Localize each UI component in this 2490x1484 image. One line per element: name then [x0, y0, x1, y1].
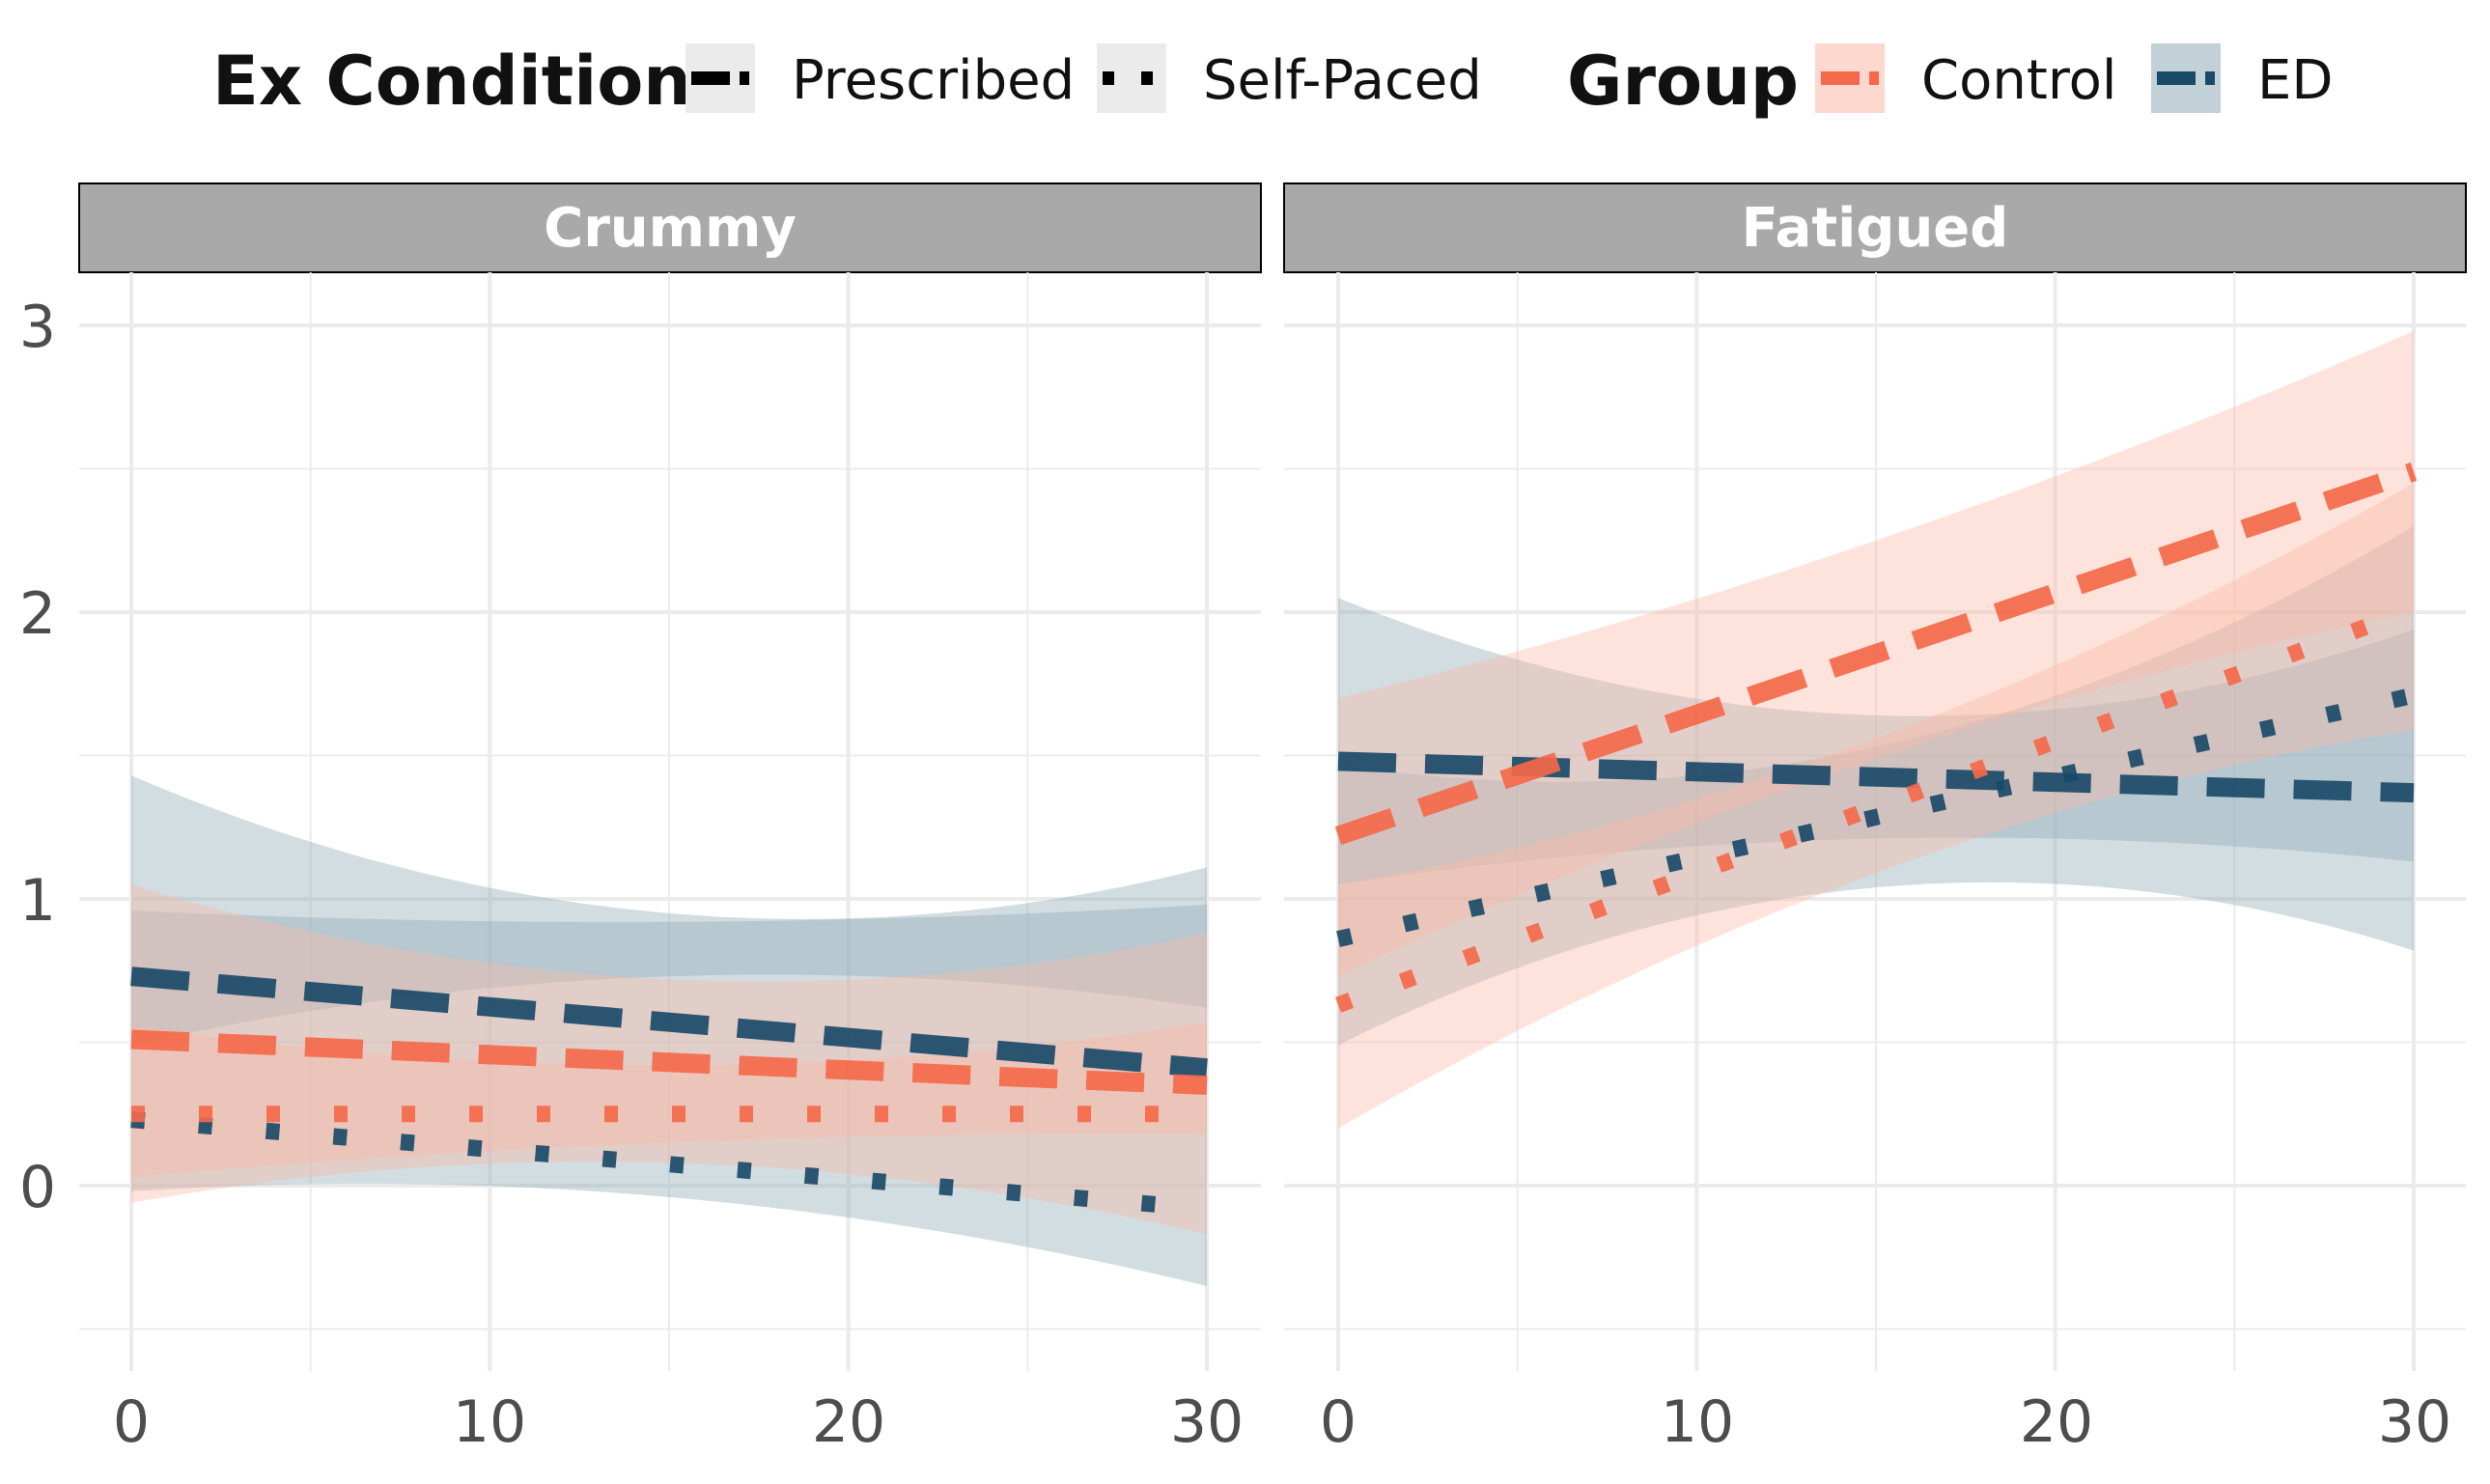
series-line-ed-prescribed — [130, 966, 1208, 1078]
legend-label-control: Control — [1921, 49, 2116, 112]
series-line-control-self-paced — [1335, 602, 2417, 1013]
legend-title-ex-condition: Ex Condition — [212, 42, 691, 121]
ci-band-ed-prescribed — [131, 904, 1207, 1046]
ci-band-ed-prescribed — [1338, 598, 2414, 885]
legend-title-group: Group — [1567, 42, 1799, 121]
x-axis-tick-labels-crummy: 0 10 20 30 — [113, 1388, 1244, 1456]
facet-strip-crummy — [78, 182, 1262, 273]
y-tick-label: 3 — [19, 294, 56, 361]
legend-label-self-paced: Self-Paced — [1203, 49, 1482, 112]
x-tick-label: 10 — [453, 1388, 526, 1456]
x-tick-label: 20 — [812, 1388, 885, 1456]
grid-fatigued — [1284, 272, 2466, 1371]
x-tick-label: 0 — [1320, 1388, 1357, 1456]
grid-crummy — [79, 272, 1261, 1371]
panel-crummy — [79, 272, 1261, 1371]
series-line-ed-self-paced — [1336, 686, 2416, 947]
x-tick-label: 30 — [2378, 1388, 2451, 1456]
y-axis-tick-labels: 0 1 2 3 — [19, 294, 56, 1221]
facet-label-fatigued: Fatigued — [1742, 197, 2009, 260]
ci-band-control-self-paced — [1338, 483, 2414, 1129]
legend-label-prescribed: Prescribed — [792, 49, 1075, 112]
lines-fatigued — [1334, 462, 2418, 1013]
series-line-control-prescribed — [1334, 462, 2418, 846]
y-tick-label: 0 — [19, 1154, 56, 1221]
facet-strip-fatigued — [1283, 182, 2467, 273]
x-axis-tick-labels-fatigued: 0 10 20 30 — [1320, 1388, 2451, 1456]
panel-fatigued — [1284, 272, 2466, 1371]
x-tick-label: 10 — [1661, 1388, 1734, 1456]
lines-crummy — [130, 966, 1208, 1218]
legend-label-ed: ED — [2257, 49, 2334, 112]
y-tick-label: 2 — [19, 580, 56, 648]
x-tick-label: 30 — [1170, 1388, 1244, 1456]
series-line-control-prescribed — [130, 1029, 1208, 1096]
x-tick-label: 20 — [2020, 1388, 2093, 1456]
x-tick-label: 0 — [113, 1388, 150, 1456]
y-tick-label: 1 — [19, 867, 56, 935]
facet-label-crummy: Crummy — [544, 197, 797, 260]
legend: Ex Condition Prescribed Self-Paced Group… — [212, 42, 2334, 121]
